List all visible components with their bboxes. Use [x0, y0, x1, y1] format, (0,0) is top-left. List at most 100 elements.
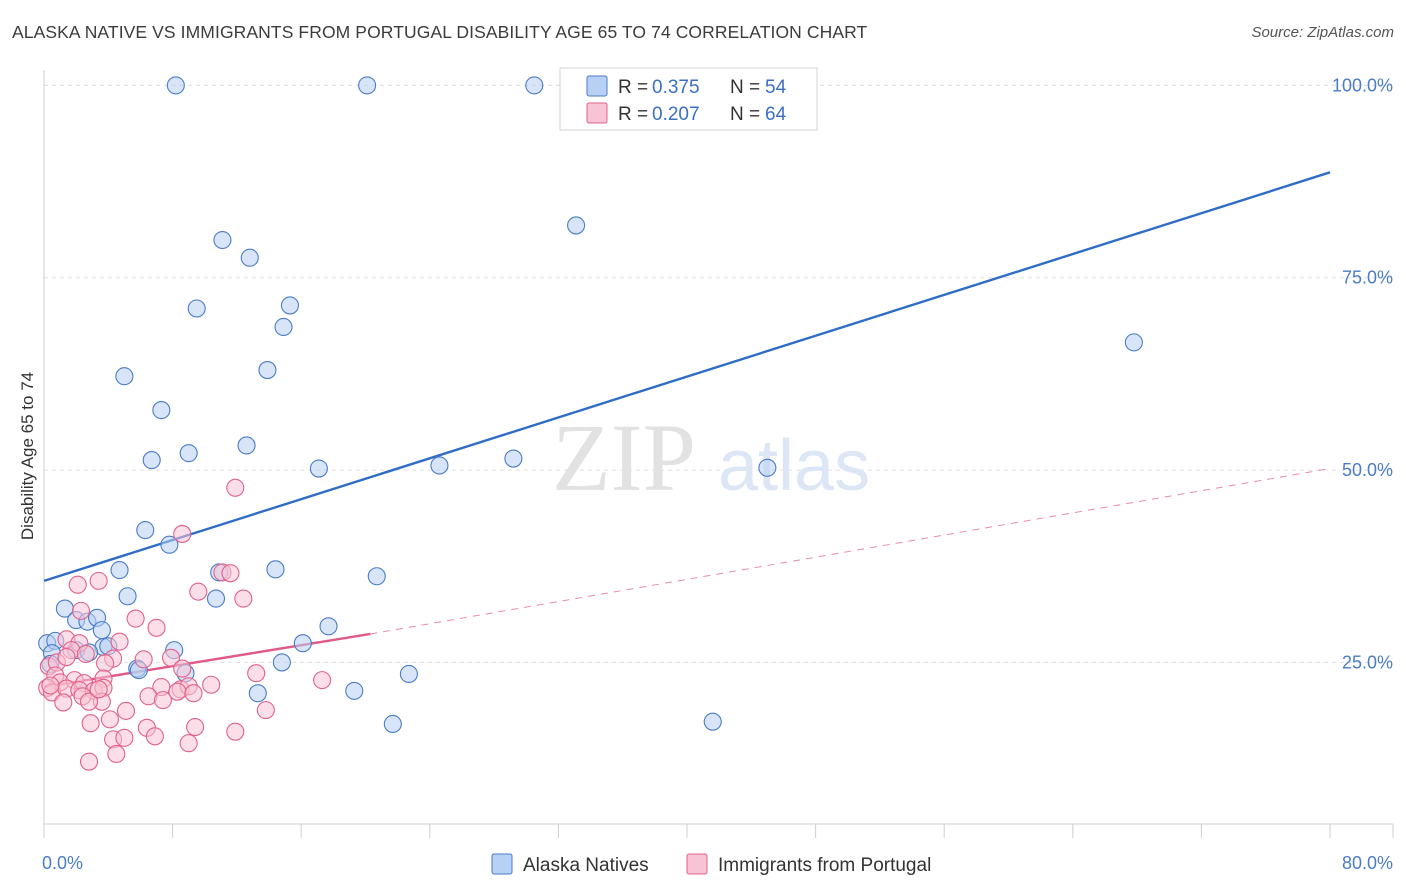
point-pink-21	[161, 648, 181, 667]
point-blue-26	[367, 567, 386, 586]
series-legend-swatch-blue	[491, 853, 513, 875]
point-blue-13	[152, 401, 171, 420]
point-pink-48	[79, 692, 99, 711]
point-pink-23	[173, 659, 192, 678]
y-tick-label-25: 25.0%	[1342, 652, 1393, 672]
point-pink-10	[147, 618, 166, 637]
point-pink-46	[153, 691, 173, 710]
trend-line-blue	[43, 171, 1331, 583]
point-pink-51	[81, 714, 100, 733]
point-blue-10	[1124, 333, 1143, 352]
series-legend-swatch-pink	[686, 853, 708, 875]
point-blue-51	[345, 681, 364, 700]
point-pink-33	[313, 671, 332, 690]
point-pink-60	[107, 744, 126, 764]
y-axis-title: Disability Age 65 to 74	[18, 372, 37, 540]
point-pink-54	[186, 718, 205, 737]
legend-swatch-blue	[586, 75, 608, 97]
point-blue-43	[293, 634, 312, 653]
point-pink-57	[115, 728, 134, 747]
grid-lines	[44, 84, 1393, 663]
point-blue-7	[187, 299, 206, 318]
point-blue-19	[430, 456, 449, 475]
y-tick-label-50: 50.0%	[1342, 460, 1393, 480]
chart-title: ALASKA NATIVE VS IMMIGRANTS FROM PORTUGA…	[12, 22, 868, 42]
point-pink-8	[71, 601, 91, 620]
y-tick-label-75: 75.0%	[1342, 268, 1393, 288]
point-blue-5	[213, 230, 232, 250]
legend-n-label-pink: N =	[730, 104, 760, 125]
point-blue-11	[115, 367, 134, 386]
x-tick-label-min: 0.0%	[42, 853, 83, 873]
point-pink-63	[89, 680, 108, 699]
legend-r-label-pink: R =	[618, 104, 648, 125]
point-blue-22	[160, 535, 179, 554]
y-tick-labels: 25.0% 50.0% 75.0% 100.0%	[1332, 75, 1393, 672]
data-points	[38, 76, 1143, 771]
point-blue-1	[358, 76, 377, 95]
point-blue-23	[110, 561, 129, 580]
trend-line-extension-pink	[370, 468, 1331, 635]
point-pink-20	[134, 650, 153, 669]
point-blue-14	[237, 436, 256, 455]
point-pink-62	[41, 676, 60, 695]
series-legend-label-pink: Immigrants from Portugal	[718, 855, 931, 876]
point-pink-55	[226, 722, 245, 741]
point-pink-50	[256, 701, 275, 720]
point-pink-15	[76, 644, 95, 664]
point-blue-52	[383, 714, 402, 734]
watermark: ZIP atlas	[552, 404, 870, 511]
watermark-zip: ZIP	[552, 404, 696, 511]
point-pink-3	[68, 575, 87, 594]
point-blue-34	[319, 617, 338, 636]
point-pink-9	[126, 609, 145, 628]
point-blue-44	[272, 653, 291, 672]
source-label: Source: ZipAtlas.com	[1251, 24, 1394, 41]
point-pink-49	[116, 701, 136, 720]
point-blue-25	[266, 560, 285, 579]
point-blue-9	[274, 317, 293, 337]
point-pink-13	[110, 632, 129, 651]
watermark-atlas: atlas	[718, 426, 870, 506]
point-blue-21	[136, 521, 155, 540]
point-pink-2	[89, 571, 108, 590]
point-pink-18	[57, 647, 76, 667]
point-pink-32	[247, 664, 266, 683]
legend-r-value-pink: 0.207	[652, 104, 700, 125]
point-pink-1	[173, 524, 192, 543]
point-blue-53	[703, 712, 722, 731]
point-blue-8	[280, 296, 299, 315]
point-pink-58	[145, 727, 164, 746]
point-blue-6	[240, 248, 259, 267]
point-blue-33	[92, 621, 111, 640]
x-tick-labels: 0.0% 80.0%	[42, 853, 1393, 873]
point-blue-28	[206, 589, 226, 608]
legend-n-value-pink: 64	[765, 104, 787, 125]
point-blue-20	[758, 458, 777, 477]
point-blue-16	[142, 451, 161, 470]
point-blue-18	[309, 459, 328, 478]
point-blue-17	[504, 449, 523, 468]
legend-n-value-blue: 54	[765, 77, 787, 98]
point-blue-15	[179, 444, 198, 463]
point-pink-6	[221, 564, 240, 583]
legend-n-label-blue: N =	[730, 77, 760, 98]
point-pink-31	[202, 675, 221, 694]
point-blue-4	[567, 216, 586, 235]
point-blue-0	[166, 76, 185, 95]
series-legend-label-blue: Alaska Natives	[523, 855, 649, 876]
point-pink-4	[189, 582, 208, 601]
point-blue-2	[525, 76, 544, 95]
y-tick-label-100: 100.0%	[1332, 75, 1393, 95]
legend-r-label-blue: R =	[618, 77, 648, 98]
point-pink-61	[79, 752, 99, 771]
point-blue-27	[118, 587, 137, 606]
point-pink-52	[100, 710, 119, 729]
legend-swatch-pink	[586, 102, 608, 124]
point-pink-22	[96, 654, 115, 673]
point-blue-49	[399, 664, 418, 684]
legend-r-value-blue: 0.375	[652, 77, 700, 98]
point-pink-0	[226, 478, 245, 497]
point-pink-59	[179, 734, 198, 753]
